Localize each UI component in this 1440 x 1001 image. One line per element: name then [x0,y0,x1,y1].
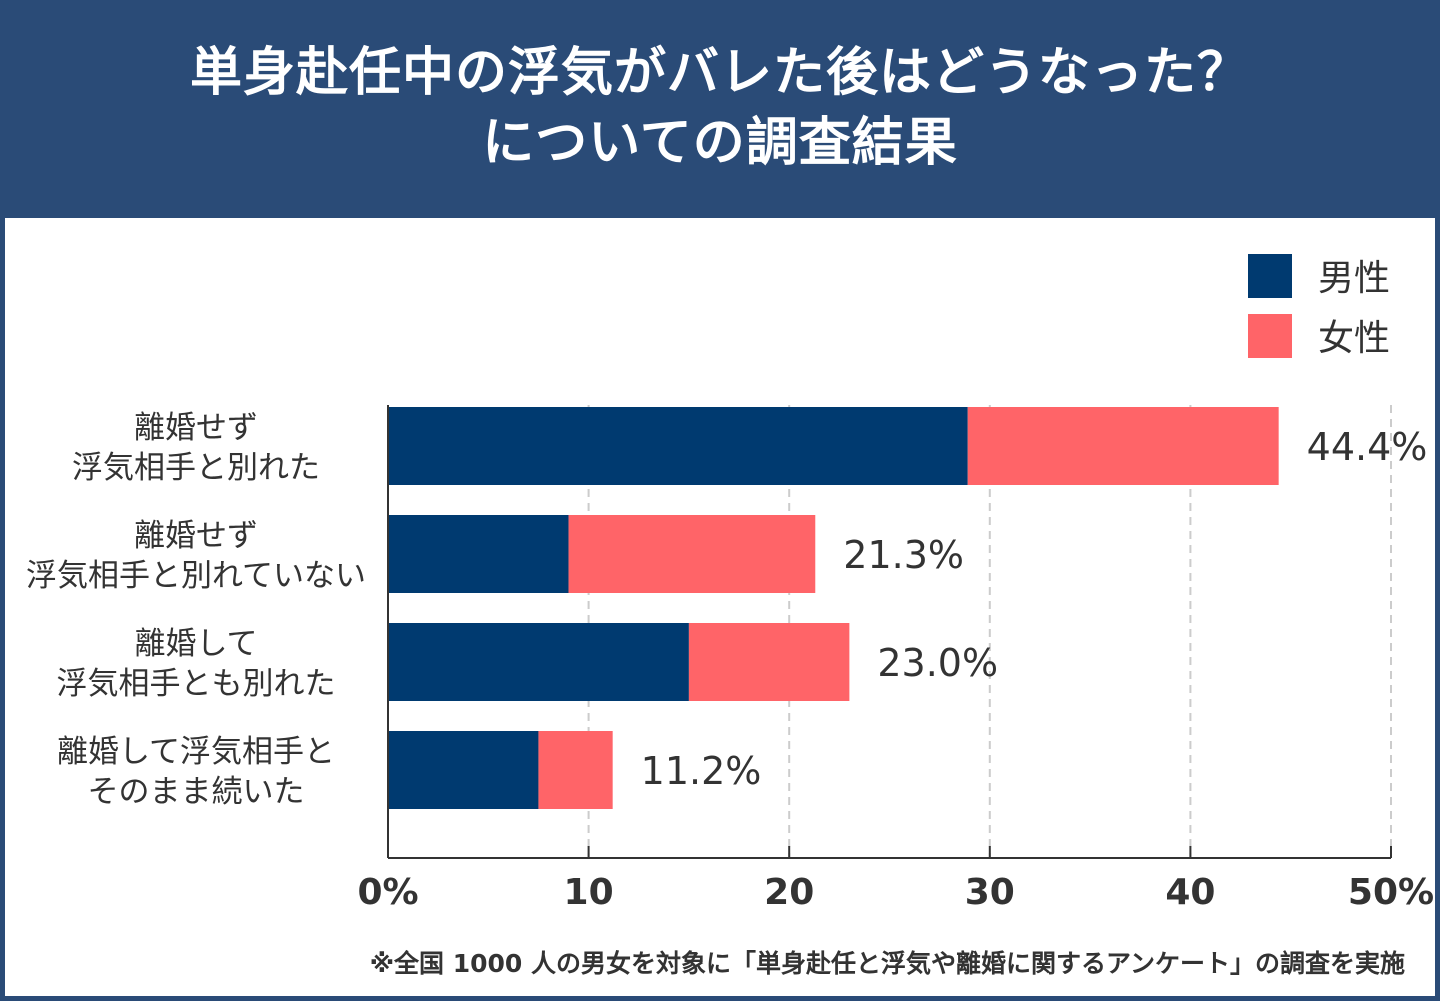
category-label: 浮気相手と別れていない [26,558,366,594]
legend-label: 女性 [1318,318,1390,359]
bar-female [538,731,613,809]
bar-female [688,623,850,701]
x-tick-label: 30 [965,872,1015,913]
category-label: 離婚せず [134,410,258,446]
x-tick-label: 40 [1165,872,1215,913]
legend-swatch [1248,314,1292,358]
total-label: 11.2% [641,749,762,793]
bar-male [388,515,569,593]
total-label: 21.3% [843,533,964,577]
title-line-1: 単身赴任中の浮気がバレた後はどうなった？ [189,43,1250,103]
category-label: 離婚して浮気相手と [57,734,335,770]
x-tick-label: 20 [764,872,814,913]
category-label: 浮気相手と別れた [72,450,320,486]
bar-male [388,407,968,485]
bar-male [388,623,689,701]
category-label: 離婚して [134,626,257,662]
bar-female [568,515,816,593]
chart-title: 単身赴任中の浮気がバレた後はどうなった？ についての調査結果 [0,0,1440,216]
total-label: 44.4% [1307,425,1428,469]
x-tick-label: 0% [357,872,418,913]
legend-label: 男性 [1318,258,1390,299]
category-label: 浮気相手とも別れた [57,666,336,702]
x-tick-label: 10 [564,872,614,913]
bar-male [388,731,539,809]
title-line-2: についての調査結果 [482,113,958,173]
category-label: そのまま続いた [88,774,305,810]
bar-female [967,407,1279,485]
x-tick-label: 50% [1348,872,1434,913]
category-label: 離婚せず [134,518,258,554]
total-label: 23.0% [877,641,998,685]
chart-panel [5,218,1435,996]
legend-swatch [1248,254,1292,298]
footnote: ※全国 1000 人の男女を対象に「単身赴任と浮気や離婚に関するアンケート」の調… [370,949,1405,978]
